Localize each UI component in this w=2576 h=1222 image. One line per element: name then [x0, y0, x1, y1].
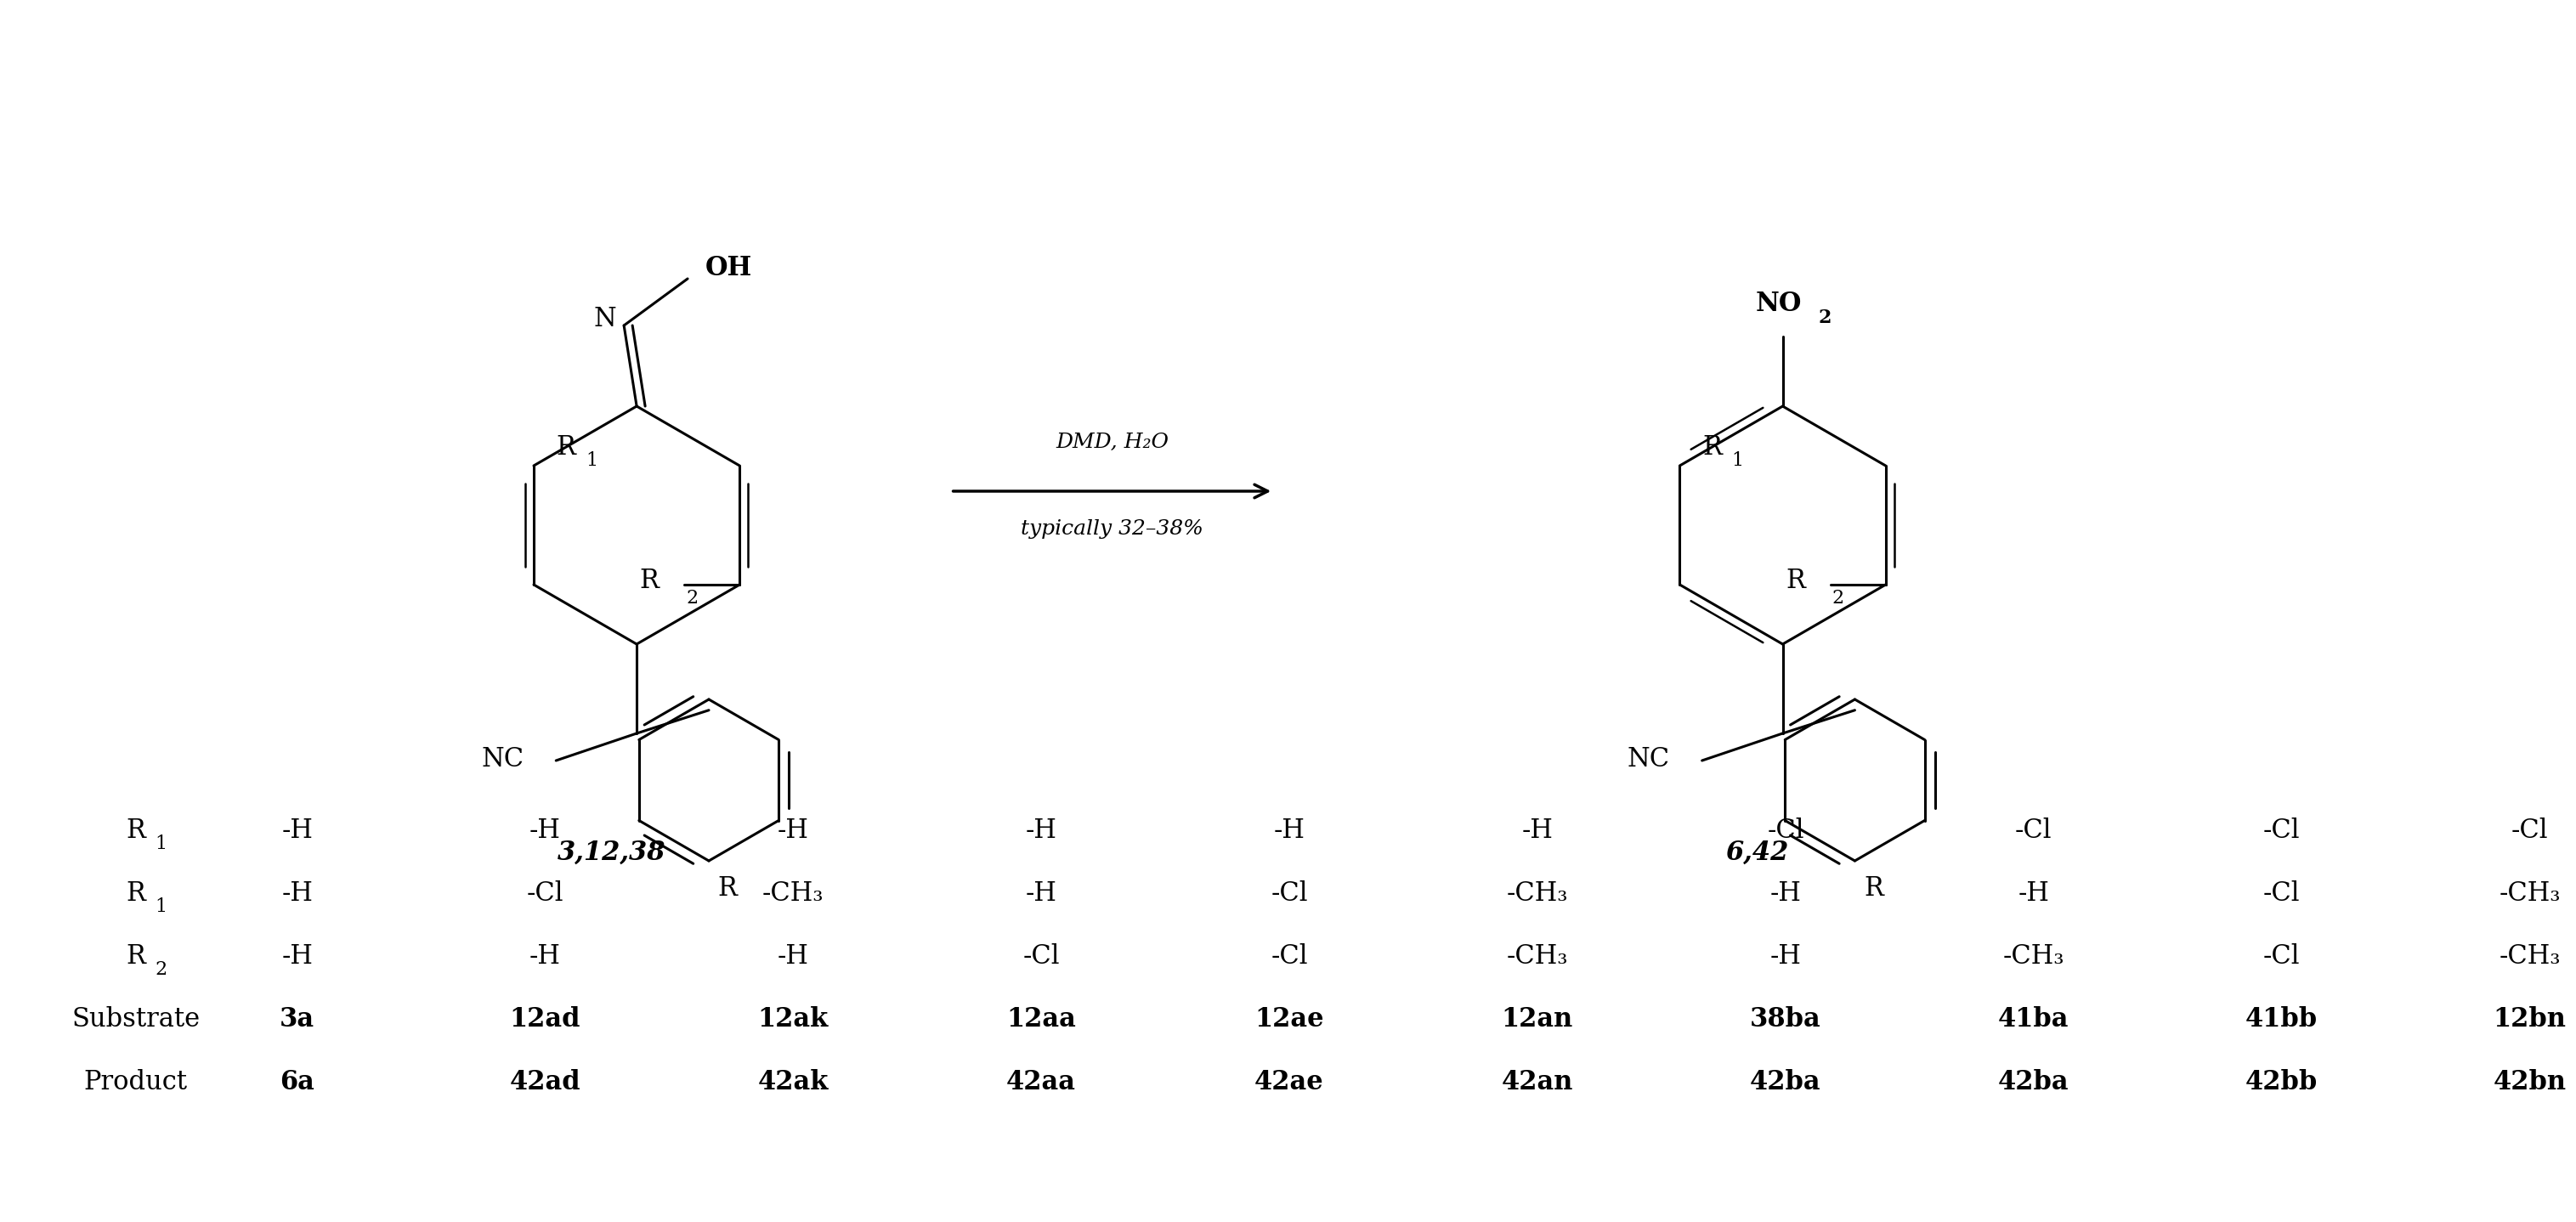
Text: -H: -H	[531, 943, 562, 970]
Text: 42aa: 42aa	[1007, 1069, 1077, 1096]
Text: -CH₃: -CH₃	[2499, 943, 2561, 970]
Text: -Cl: -Cl	[1023, 943, 1059, 970]
Text: -H: -H	[1770, 943, 1801, 970]
Text: 42bb: 42bb	[2246, 1069, 2318, 1096]
Text: R: R	[1785, 567, 1806, 594]
Text: -Cl: -Cl	[1270, 943, 1309, 970]
Text: 42ba: 42ba	[1749, 1069, 1821, 1096]
Text: -H: -H	[281, 943, 312, 970]
Text: Product: Product	[85, 1069, 188, 1096]
Text: 2: 2	[1832, 589, 1844, 607]
Text: -H: -H	[778, 943, 809, 970]
Text: 12ae: 12ae	[1255, 1007, 1324, 1033]
Text: R: R	[639, 567, 659, 594]
Text: R: R	[126, 881, 144, 907]
Text: N: N	[595, 306, 616, 332]
Text: -Cl: -Cl	[2512, 818, 2548, 844]
Text: 12ak: 12ak	[757, 1007, 829, 1033]
Text: -H: -H	[281, 881, 312, 907]
Text: 6,42: 6,42	[1726, 840, 1788, 865]
Text: -Cl: -Cl	[1767, 818, 1803, 844]
Text: 42ba: 42ba	[1999, 1069, 2069, 1096]
Text: NO: NO	[1754, 291, 1801, 318]
Text: 2: 2	[1819, 308, 1832, 327]
Text: 1: 1	[1731, 451, 1744, 470]
Text: 42bn: 42bn	[2494, 1069, 2566, 1096]
Text: -Cl: -Cl	[2264, 818, 2300, 844]
Text: 6a: 6a	[281, 1069, 314, 1096]
Text: -Cl: -Cl	[2264, 881, 2300, 907]
Text: R: R	[1865, 875, 1883, 901]
Text: Substrate: Substrate	[72, 1007, 201, 1033]
Text: -CH₃: -CH₃	[2499, 881, 2561, 907]
Text: -Cl: -Cl	[2264, 943, 2300, 970]
Text: -H: -H	[1522, 818, 1553, 844]
Text: NC: NC	[1628, 745, 1669, 772]
Text: 1: 1	[585, 451, 598, 470]
Text: DMD, H₂O: DMD, H₂O	[1056, 433, 1170, 452]
Text: -H: -H	[778, 818, 809, 844]
Text: -H: -H	[1025, 818, 1056, 844]
Text: 12ad: 12ad	[510, 1007, 580, 1033]
Text: 3,12,38: 3,12,38	[556, 840, 665, 865]
Text: -CH₃: -CH₃	[762, 881, 824, 907]
Text: R: R	[126, 818, 144, 844]
Text: -CH₃: -CH₃	[1507, 881, 1569, 907]
Text: R: R	[1703, 434, 1721, 461]
Text: 42ak: 42ak	[757, 1069, 829, 1096]
Text: R: R	[126, 943, 144, 970]
Text: 41bb: 41bb	[2246, 1007, 2318, 1033]
Text: R: R	[556, 434, 574, 461]
Text: OH: OH	[706, 255, 752, 282]
Text: 2: 2	[685, 589, 698, 607]
Text: 42ad: 42ad	[510, 1069, 580, 1096]
Text: 12an: 12an	[1502, 1007, 1574, 1033]
Text: 42ae: 42ae	[1255, 1069, 1324, 1096]
Text: 2: 2	[155, 960, 167, 979]
Text: -H: -H	[1770, 881, 1801, 907]
Text: 12aa: 12aa	[1007, 1007, 1077, 1033]
Text: -H: -H	[531, 818, 562, 844]
Text: -CH₃: -CH₃	[2002, 943, 2063, 970]
Text: -H: -H	[281, 818, 312, 844]
Text: typically 32–38%: typically 32–38%	[1020, 519, 1203, 539]
Text: -H: -H	[1025, 881, 1056, 907]
Text: -Cl: -Cl	[526, 881, 564, 907]
Text: -Cl: -Cl	[1270, 881, 1309, 907]
Text: 1: 1	[155, 835, 167, 853]
Text: R: R	[719, 875, 737, 901]
Text: -H: -H	[1273, 818, 1306, 844]
Text: 1: 1	[155, 897, 167, 916]
Text: 38ba: 38ba	[1749, 1007, 1821, 1033]
Text: -H: -H	[2017, 881, 2050, 907]
Text: -CH₃: -CH₃	[1507, 943, 1569, 970]
Text: 12bn: 12bn	[2494, 1007, 2566, 1033]
Text: 3a: 3a	[281, 1007, 314, 1033]
Text: -Cl: -Cl	[2014, 818, 2053, 844]
Text: 42an: 42an	[1502, 1069, 1574, 1096]
Text: NC: NC	[482, 745, 523, 772]
Text: 41ba: 41ba	[1999, 1007, 2069, 1033]
